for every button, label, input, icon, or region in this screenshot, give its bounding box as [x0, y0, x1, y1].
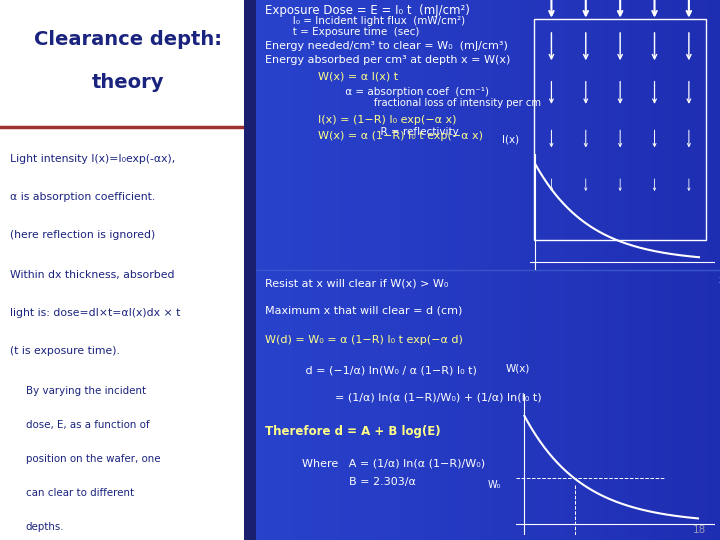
Text: x: x — [719, 275, 720, 285]
Text: Energy needed/cm³ to clear = W₀  (mJ/cm³): Energy needed/cm³ to clear = W₀ (mJ/cm³) — [265, 42, 508, 51]
Text: W₀: W₀ — [487, 481, 501, 490]
Text: I₀ = Incident light flux  (mW/cm²): I₀ = Incident light flux (mW/cm²) — [284, 16, 466, 26]
Text: Light intensity I(x)=I₀exp(-αx),: Light intensity I(x)=I₀exp(-αx), — [10, 154, 176, 164]
Text: B = 2.303/α: B = 2.303/α — [307, 477, 415, 487]
Text: Where   A = (1/α) ln(α (1−R)/W₀): Where A = (1/α) ln(α (1−R)/W₀) — [288, 459, 485, 469]
Bar — [244, 0, 256, 540]
Text: Maximum x that will clear = d (cm): Maximum x that will clear = d (cm) — [265, 305, 462, 315]
Text: α is absorption coefficient.: α is absorption coefficient. — [10, 192, 156, 202]
Text: d = (−1/α) ln(W₀ / α (1−R) I₀ t): d = (−1/α) ln(W₀ / α (1−R) I₀ t) — [288, 366, 477, 376]
Text: I(x) = (1−R) I₀ exp(−α x): I(x) = (1−R) I₀ exp(−α x) — [297, 116, 457, 125]
Text: 18: 18 — [693, 524, 706, 535]
Text: Therefore d = A + B log(E): Therefore d = A + B log(E) — [265, 426, 441, 438]
Text: W(x): W(x) — [505, 363, 530, 373]
Text: α = absorption coef  (cm⁻¹): α = absorption coef (cm⁻¹) — [316, 87, 489, 97]
Text: W(x) = α (1−R) I₀ t exp(−α x): W(x) = α (1−R) I₀ t exp(−α x) — [297, 131, 483, 141]
Text: I(x): I(x) — [502, 134, 519, 145]
Text: Within dx thickness, absorbed: Within dx thickness, absorbed — [10, 270, 175, 280]
Bar — [534, 19, 706, 240]
Text: Exposure Dose = E = I₀ t  (mJ/cm²): Exposure Dose = E = I₀ t (mJ/cm²) — [265, 4, 469, 17]
Text: t = Exposure time  (sec): t = Exposure time (sec) — [284, 27, 420, 37]
Text: fractional loss of intensity per cm: fractional loss of intensity per cm — [330, 98, 541, 108]
Text: theory: theory — [91, 73, 164, 92]
Text: Clearance depth:: Clearance depth: — [34, 30, 222, 49]
Text: depths.: depths. — [26, 522, 64, 532]
Text: By varying the incident: By varying the incident — [26, 386, 145, 396]
Text: = (1/α) ln(α (1−R)/W₀) + (1/α) ln(I₀ t): = (1/α) ln(α (1−R)/W₀) + (1/α) ln(I₀ t) — [307, 393, 541, 403]
Text: R = reflectivity: R = reflectivity — [335, 127, 459, 138]
Text: position on the wafer, one: position on the wafer, one — [26, 454, 160, 464]
Text: (here reflection is ignored): (here reflection is ignored) — [10, 230, 156, 240]
Text: can clear to different: can clear to different — [26, 488, 134, 498]
Text: W(d) = W₀ = α (1−R) I₀ t exp(−α d): W(d) = W₀ = α (1−R) I₀ t exp(−α d) — [265, 335, 463, 345]
Text: Energy absorbed per cm³ at depth x = W(x): Energy absorbed per cm³ at depth x = W(x… — [265, 55, 510, 65]
Text: light is: dose=dI×t=αI(x)dx × t: light is: dose=dI×t=αI(x)dx × t — [10, 308, 181, 318]
Text: Resist at x will clear if W(x) > W₀: Resist at x will clear if W(x) > W₀ — [265, 278, 449, 288]
Text: dose, E, as a function of: dose, E, as a function of — [26, 420, 149, 430]
Text: W(x) = α I(x) t: W(x) = α I(x) t — [297, 71, 399, 82]
Text: (t is exposure time).: (t is exposure time). — [10, 346, 120, 356]
